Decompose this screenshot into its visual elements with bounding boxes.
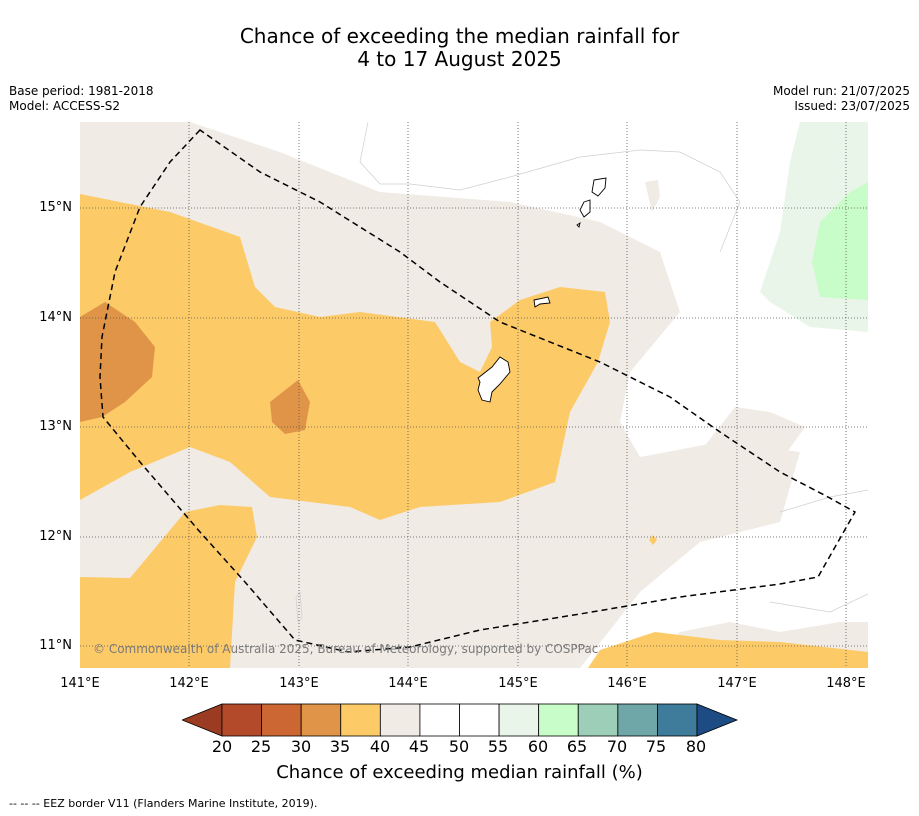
islands [477, 177, 607, 403]
lon-label-148e: 148°E [826, 676, 866, 691]
colorbar [182, 703, 739, 737]
lat-label-14n: 14°N [39, 310, 72, 325]
colorbar-segment [498, 703, 540, 737]
colorbar-tick-20: 20 [211, 737, 233, 756]
colorbar-segment [657, 703, 698, 737]
colorbar-tick-40: 40 [369, 737, 391, 756]
region-beige-small [645, 180, 660, 212]
colorbar-tick-45: 45 [408, 737, 430, 756]
lon-label-143e: 143°E [279, 676, 319, 691]
region-dark-orange-west [80, 302, 155, 422]
region-orange-south [588, 632, 868, 668]
lat-label-11n: 11°N [39, 638, 72, 653]
colorbar-under-arrow [182, 703, 223, 737]
colorbar-segment [577, 703, 619, 737]
region-white-north [190, 122, 868, 668]
island-tiny [576, 221, 581, 228]
colorbar-over-arrow [696, 703, 739, 737]
colorbar-tick-80: 80 [685, 737, 707, 756]
colorbar-tick-55: 55 [487, 737, 509, 756]
colorbar-tick-60: 60 [527, 737, 549, 756]
colorbar-segment [379, 703, 421, 737]
island-alamagan [591, 177, 607, 197]
eez-footer-note: -- -- -- EEZ border V11 (Flanders Marine… [9, 797, 318, 810]
lon-label-142e: 142°E [169, 676, 209, 691]
model-text: Model: ACCESS-S2 [9, 99, 121, 113]
colorbar-segment [340, 703, 381, 737]
colorbar-segment [261, 703, 302, 737]
lon-label-141e: 141°E [60, 676, 100, 691]
map-title-line2: 4 to 17 August 2025 [357, 47, 562, 71]
meta-right: Model run: 21/07/2025 Issued: 23/07/2025 [773, 84, 910, 114]
model-run-text: Model run: 21/07/2025 [772, 84, 910, 98]
colorbar-label: Chance of exceeding median rainfall (%) [276, 762, 643, 783]
colorbar-segment [221, 703, 262, 737]
lon-label-144e: 144°E [388, 676, 428, 691]
colorbar-tick-65: 65 [566, 737, 588, 756]
colorbar-tick-25: 25 [250, 737, 272, 756]
lon-label-145e: 145°E [498, 676, 538, 691]
lat-label-12n: 12°N [39, 529, 72, 544]
contour-lines [295, 122, 868, 623]
lon-label-146e: 146°E [607, 676, 647, 691]
colorbar-segment [617, 703, 658, 737]
issued-text: Issued: 23/07/2025 [794, 99, 910, 113]
eez-border [99, 129, 857, 653]
rainfall-map [80, 122, 868, 668]
region-orange-main [80, 194, 610, 520]
lat-label-15n: 15°N [39, 200, 72, 215]
region-dark-orange-center [270, 380, 310, 434]
base-period-text: Base period: 1981-2018 [9, 84, 154, 98]
lon-label-147e: 147°E [717, 676, 757, 691]
graticule [80, 122, 868, 668]
colorbar-segment [419, 703, 460, 737]
region-green [812, 182, 868, 300]
colorbar-segment [538, 703, 579, 737]
map-title-line1: Chance of exceeding the median rainfall … [239, 24, 680, 48]
lat-label-13n: 13°N [39, 419, 72, 434]
colorbar-tick-75: 75 [645, 737, 667, 756]
colorbar-tick-50: 50 [448, 737, 470, 756]
colorbar-segment [459, 703, 500, 737]
meta-left: Base period: 1981-2018 Model: ACCESS-S2 [9, 84, 154, 114]
colorbar-tick-70: 70 [606, 737, 628, 756]
colorbar-tick-35: 35 [329, 737, 351, 756]
island-saipan-north [579, 199, 591, 218]
island-guam [477, 356, 511, 403]
copyright-text: © Commonwealth of Australia 2025, Bureau… [93, 642, 599, 656]
colorbar-tick-30: 30 [290, 737, 312, 756]
colorbar-segment [300, 703, 342, 737]
island-rota [533, 296, 551, 308]
